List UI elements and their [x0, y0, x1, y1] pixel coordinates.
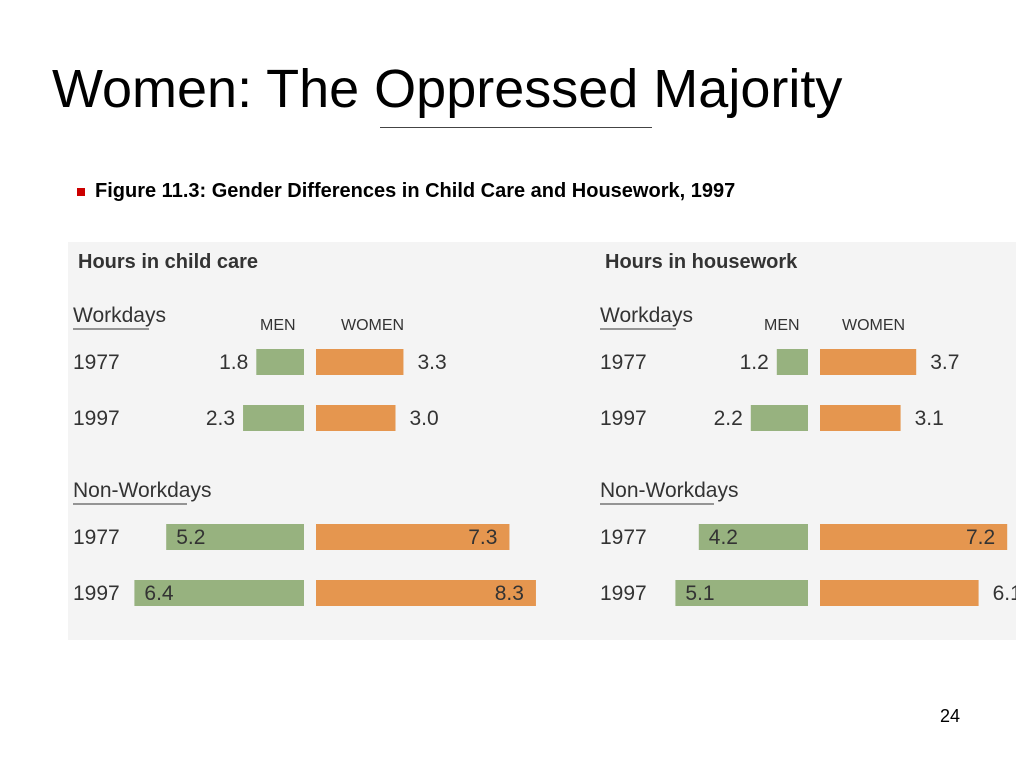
men-bar — [698, 524, 808, 550]
men-value-label: 1.8 — [219, 351, 248, 374]
year-label: 1997 — [600, 407, 647, 430]
men-bar — [776, 349, 808, 375]
men-value-label: 5.1 — [685, 582, 714, 605]
legend-men-label: MEN — [260, 317, 296, 334]
year-label: 1977 — [73, 526, 120, 549]
figure-caption-bullet: Figure 11.3: Gender Differences in Child… — [77, 180, 735, 203]
title-underline — [380, 127, 652, 128]
group-label: Non-Workdays — [600, 479, 739, 502]
women-value-label: 7.3 — [468, 526, 497, 549]
women-bar — [820, 524, 1008, 550]
women-bar — [820, 349, 917, 375]
women-bar — [316, 524, 510, 550]
women-bar — [316, 580, 536, 606]
legend-women-label: WOMEN — [341, 317, 404, 334]
year-label: 1977 — [73, 351, 120, 374]
group-label: Workdays — [73, 304, 166, 327]
square-bullet-icon — [77, 187, 85, 196]
women-value-label: 7.2 — [966, 526, 995, 549]
year-label: 1997 — [73, 582, 120, 605]
year-label: 1977 — [600, 351, 647, 374]
men-value-label: 2.2 — [714, 407, 743, 430]
men-value-label: 6.4 — [144, 582, 174, 605]
group-label: Non-Workdays — [73, 479, 212, 502]
men-bar — [166, 524, 304, 550]
page-number: 24 — [940, 706, 961, 726]
legend-women-label: WOMEN — [842, 317, 905, 334]
women-bar — [316, 349, 404, 375]
year-label: 1997 — [73, 407, 120, 430]
year-label: 1997 — [600, 582, 647, 605]
women-bar — [820, 405, 901, 431]
men-bar — [750, 405, 808, 431]
women-value-label: 3.3 — [417, 351, 446, 374]
men-value-label: 1.2 — [740, 351, 769, 374]
women-value-label: 6.1 — [993, 582, 1016, 605]
men-value-label: 5.2 — [176, 526, 205, 549]
figure-caption: Figure 11.3: Gender Differences in Child… — [95, 180, 736, 202]
men-bar — [675, 580, 808, 606]
women-value-label: 3.0 — [410, 407, 439, 430]
figure-panel: Hours in child care MEN WOMEN Workdays 1977 1… — [68, 242, 1016, 640]
women-value-label: 3.1 — [915, 407, 944, 430]
men-value-label: 2.3 — [206, 407, 235, 430]
legend-men-label: MEN — [764, 317, 800, 334]
men-bar — [243, 405, 304, 431]
chart-title: Hours in housework — [605, 251, 798, 273]
women-bar — [316, 405, 396, 431]
group-label: Workdays — [600, 304, 693, 327]
gender-chart: Hours in child care MEN WOMEN Workdays 1977 1… — [73, 251, 1016, 606]
men-bar — [134, 580, 304, 606]
slide-title: Women: The Oppressed Majority — [52, 59, 843, 119]
year-label: 1977 — [600, 526, 647, 549]
chart-title: Hours in child care — [78, 251, 258, 273]
men-bar — [256, 349, 304, 375]
women-value-label: 8.3 — [495, 582, 524, 605]
women-value-label: 3.7 — [930, 351, 959, 374]
women-bar — [820, 580, 979, 606]
men-value-label: 4.2 — [709, 526, 738, 549]
